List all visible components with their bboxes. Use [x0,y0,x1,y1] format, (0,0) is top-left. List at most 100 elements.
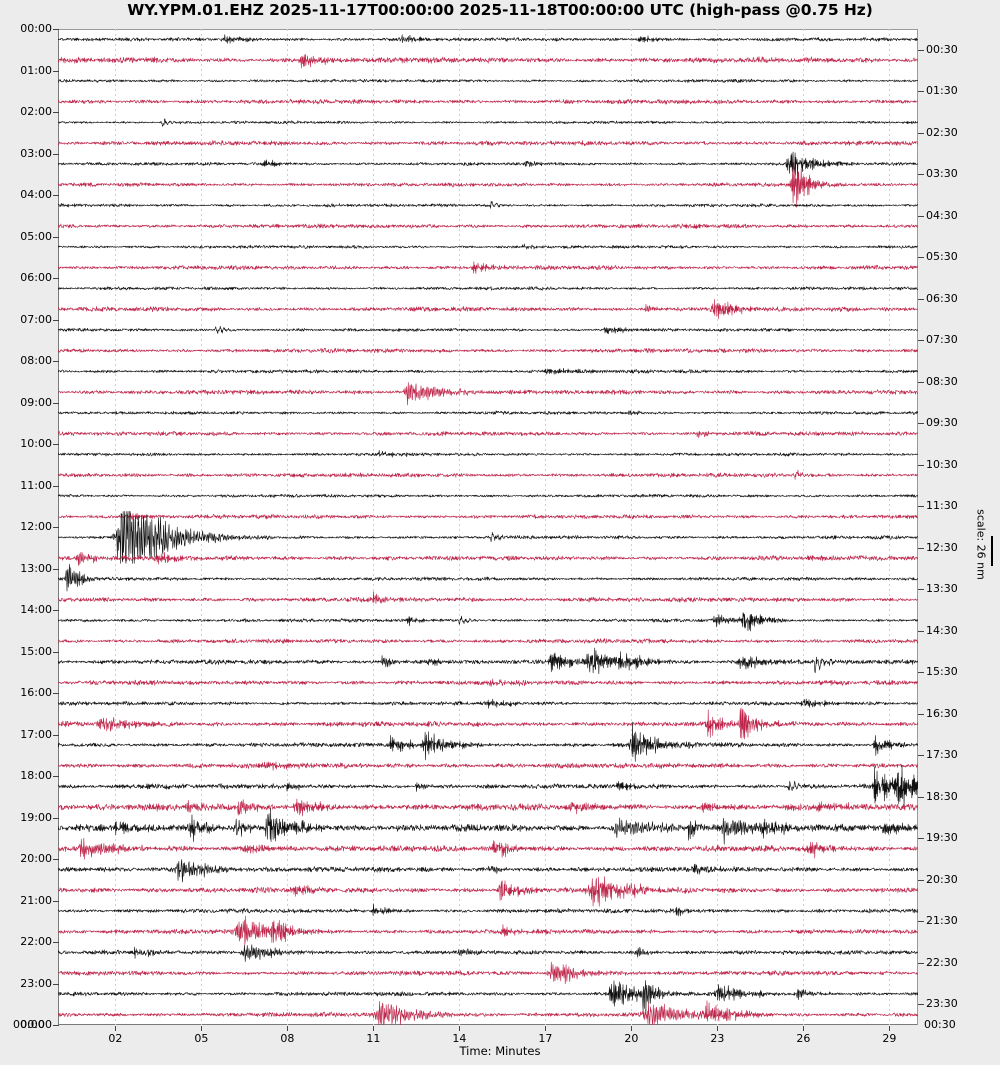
trace-row-03:30 [58,162,918,208]
x-tick-11 [373,1026,375,1031]
trace-row-23:00 [58,980,918,1012]
y-tick-left-1000 [53,444,59,445]
y-tick-left-2200 [53,942,59,943]
trace-row-03:00 [58,151,918,177]
y-label-left-1500: 15:00 [20,644,52,658]
y-label-right-1930: 19:30 [926,831,958,845]
x-label-20: 20 [624,1032,639,1045]
x-label-23: 23 [710,1032,725,1045]
y-tick-right-0630 [918,298,924,300]
y-label-left-1300: 13:00 [20,561,52,575]
trace-row-21:30 [58,915,918,946]
trace-row-16:30 [58,707,918,740]
trace-row-10:00 [58,450,918,458]
y-label-right-1330: 13:30 [926,582,958,596]
y-tick-right-0430 [918,215,924,217]
trace-row-04:00 [58,200,918,209]
x-tick-14 [459,1026,461,1031]
trace-row-00:30 [58,54,918,69]
y-tick-left-1500 [53,651,59,653]
trace-row-02:00 [58,118,918,127]
y-tick-right-2330 [918,1004,924,1006]
scale-indicator: scale: 26 nm [962,500,1000,610]
trace-row-01:00 [58,78,918,84]
y-label-right-0830: 08:30 [926,374,958,388]
y-tick-right-2230 [918,962,924,964]
y-label-left-1200: 12:00 [20,520,52,533]
y-label-left-0000: 00:00 [20,22,52,35]
y-label-left-2100: 21:00 [20,893,52,907]
y-label-left-0400: 04:00 [20,188,52,201]
y-tick-left-2300 [53,983,59,985]
y-tick-left-1100 [53,485,59,487]
trace-row-14:00 [58,612,918,632]
y-label-right-0030: 00:30 [926,42,958,56]
y-label-left-1000: 10:00 [20,437,52,450]
y-tick-right-1530 [918,672,924,674]
trace-row-16:00 [58,698,918,709]
y-label-left-1900: 19:00 [20,810,52,824]
plot-top-border [58,29,918,30]
x-label-11: 11 [366,1032,381,1045]
trace-row-13:00 [58,563,918,592]
x-tick-26 [803,1026,805,1031]
trace-row-07:30 [58,347,918,354]
y-tick-right-1730 [918,755,924,757]
y-tick-right-1830 [918,796,924,798]
x-label-17: 17 [538,1032,553,1045]
x-tick-29 [889,1026,891,1031]
y-label-left-0300: 03:00 [20,146,52,160]
trace-row-15:00 [58,647,918,675]
trace-row-05:30 [58,261,918,274]
trace-row-14:30 [58,638,918,644]
y-tick-left-0200 [53,112,59,113]
y-label-right-1230: 12:30 [926,540,958,554]
y-tick-left-0400 [53,195,59,196]
y-tick-left-1900 [53,817,59,819]
y-label-left-2300: 23:00 [20,976,52,990]
trace-row-15:30 [58,678,918,687]
trace-row-11:00 [58,493,918,498]
y-tick-left-1400 [53,610,59,611]
y-label-right-1830: 18:30 [926,789,958,803]
x-tick-08 [287,1026,289,1031]
y-tick-right-0130 [918,91,924,93]
trace-row-22:00 [58,944,918,962]
y-tick-right-1130 [918,506,924,508]
y-label-left-0600: 06:00 [20,271,52,284]
y-tick-right-0230 [918,132,924,134]
grid-line-26 [803,29,805,1025]
y-label-right-1630: 16:30 [926,706,958,720]
grid-line-14 [459,29,461,1025]
y-tick-left-1200 [53,527,59,528]
trace-row-12:00 [58,511,918,564]
trace-row-21:00 [58,903,918,917]
trace-row-09:00 [58,410,918,416]
y-label-right-1430: 14:30 [926,623,958,637]
plot-area [58,29,918,1025]
y-tick-right-0930 [918,423,924,425]
y-label-left-0800: 08:00 [20,354,52,367]
y-tick-left-2000 [53,859,59,860]
trace-row-18:00 [58,765,918,809]
grid-line-17 [545,29,547,1025]
y-label-right-0130: 01:30 [926,84,958,98]
trace-row-09:30 [58,430,918,439]
y-label-right-2330: 23:30 [926,997,958,1011]
trace-row-06:00 [58,286,918,291]
x-label-08: 08 [280,1032,295,1045]
trace-row-20:30 [58,876,918,907]
trace-row-12:30 [58,551,918,566]
trace-row-00:00 [58,34,918,44]
y-label-right-1530: 15:30 [926,665,958,679]
y-tick-right-2130 [918,921,924,923]
y-tick-right-0330 [918,174,924,176]
y-tick-right-0530 [918,257,924,259]
seismogram-traces [58,34,918,1025]
grid-line-02 [115,29,117,1025]
y-label-left-2000: 20:00 [20,852,52,865]
y-tick-left-0800 [53,361,59,362]
x-tick-23 [717,1026,719,1031]
y-tick-left-0600 [53,278,59,279]
